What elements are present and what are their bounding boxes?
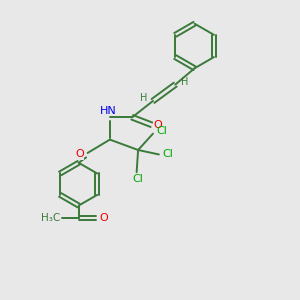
Text: Cl: Cl <box>133 174 143 184</box>
Text: O: O <box>100 213 108 223</box>
Text: H: H <box>140 93 147 103</box>
Text: Cl: Cl <box>157 126 167 136</box>
Text: O: O <box>154 120 162 130</box>
Text: H₃C: H₃C <box>41 213 61 223</box>
Text: H: H <box>181 76 188 87</box>
Text: Cl: Cl <box>162 149 173 160</box>
Text: HN: HN <box>100 106 117 116</box>
Text: O: O <box>75 149 84 160</box>
